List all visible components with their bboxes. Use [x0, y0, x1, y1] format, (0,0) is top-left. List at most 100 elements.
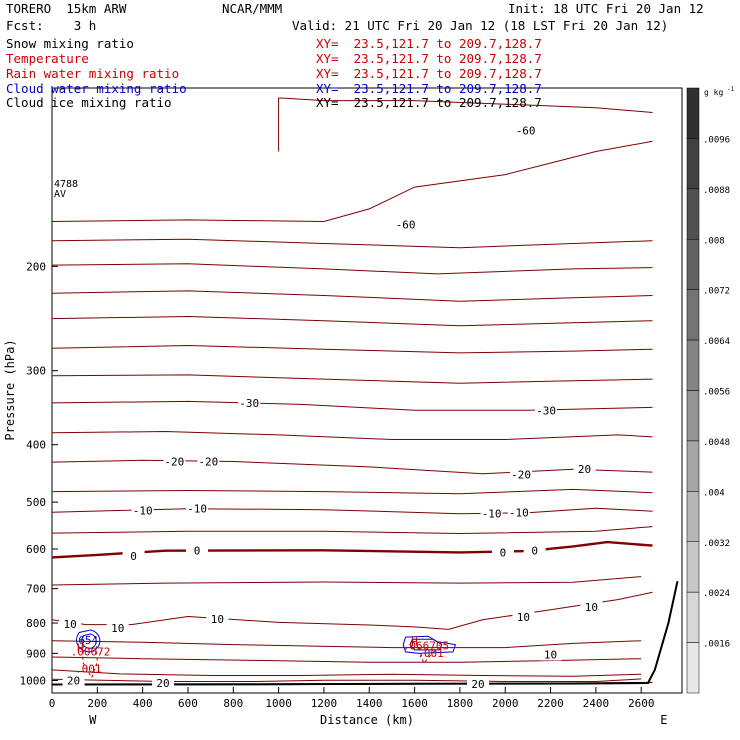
- y-tick-label-7: 900: [26, 647, 46, 660]
- temperature-contour-14: [51, 374, 653, 384]
- y-tick-label-6: 800: [26, 617, 46, 630]
- colorbar-label-8: .0032: [703, 539, 730, 549]
- x-tick-label-11: 2200: [537, 697, 564, 710]
- temperature-label-14: 0: [500, 546, 507, 559]
- colorbar-cell-10: [686, 591, 700, 643]
- temperature-label-bg-15: [523, 544, 546, 557]
- temperature-contour-11: [51, 459, 653, 475]
- x-end-label-east: E: [660, 713, 667, 727]
- field-xy-snow: XY= 23.5,121.7 to 209.7,128.7: [316, 36, 542, 51]
- field-xy-temperature: XY= 23.5,121.7 to 209.7,128.7: [316, 51, 542, 66]
- temperature-label-bg-14: [491, 546, 514, 559]
- temperature-label-0: -60: [516, 125, 536, 138]
- temperature-label-9: -10: [187, 503, 207, 516]
- field-name-rain: Rain water mixing ratio: [6, 66, 180, 81]
- temperature-label-21: 10: [544, 648, 557, 661]
- temperature-label-bg-9: [186, 502, 209, 515]
- x-tick-label-4: 800: [223, 697, 243, 710]
- valid-time: Valid: 21 UTC Fri 20 Jan 12 (18 LST Fri …: [292, 18, 669, 33]
- temperature-label-11: -10: [509, 507, 529, 520]
- temperature-label-bg-21: [539, 648, 562, 661]
- temperature-label-18: 10: [211, 613, 224, 626]
- field-name-temperature: Temperature: [6, 51, 89, 66]
- colorbar-label-2: .008: [703, 236, 725, 246]
- field-name-cloud-water: Cloud water mixing ratio: [6, 81, 187, 96]
- cloud-label-3: .001: [75, 663, 102, 676]
- temperature-contour-17: [51, 290, 653, 302]
- temperature-label-bg-1: [394, 218, 417, 231]
- temperature-contour-6: [51, 576, 642, 586]
- cloud-water-contour-west: [76, 629, 101, 653]
- cloud-label-6: .001: [417, 647, 444, 660]
- colorbar-label-0: .0096: [703, 135, 730, 145]
- temperature-label-bg-16: [59, 617, 82, 630]
- temperature-contour-16: [51, 315, 653, 327]
- cloud-label-4: H: [411, 636, 418, 649]
- y-tick-label-8: 1000: [20, 674, 47, 687]
- cloud-water-contour-west-inner: [81, 633, 97, 649]
- temperature-label-bg-3: [535, 404, 558, 417]
- field-xy-cloud-water: XY= 23.5,121.7 to 209.7,128.7: [316, 81, 542, 96]
- temperature-label-bg-2: [238, 396, 261, 409]
- x-tick-label-5: 1000: [265, 697, 292, 710]
- field-xy-rain: XY= 23.5,121.7 to 209.7,128.7: [316, 66, 542, 81]
- y-axis-title: Pressure (hPa): [3, 339, 17, 440]
- temperature-label-bg-18: [206, 612, 229, 625]
- temperature-label-3: -30: [536, 404, 556, 417]
- temperature-label-19: 10: [517, 611, 530, 624]
- cloud-label-5: .066705: [403, 640, 449, 653]
- cloud-label-1: H: [77, 641, 84, 654]
- temperature-contour-20: [51, 140, 653, 223]
- colorbar-label-4: .0064: [703, 337, 730, 347]
- temperature-contour-10: [51, 488, 653, 495]
- colorbar-cell-3: [686, 239, 700, 290]
- colorbar-cell-8: [686, 491, 700, 543]
- temperature-label-bg-12: [122, 550, 145, 563]
- org-label: NCAR/MMM: [222, 1, 283, 16]
- temperature-label-2: -30: [239, 397, 259, 410]
- y-tick-label-1: 300: [26, 365, 46, 378]
- cloud-label-2: .00072: [71, 646, 111, 659]
- temperature-label-5: -20: [198, 455, 218, 468]
- y-tick-label-4: 600: [26, 543, 46, 556]
- temperature-contour-21: [278, 97, 653, 152]
- temperature-label-23: 20: [156, 677, 169, 690]
- temperature-label-10: -10: [482, 508, 502, 521]
- colorbar-cell-1: [686, 138, 700, 190]
- colorbar-cell-6: [686, 390, 700, 442]
- x-tick-label-0: 0: [49, 697, 56, 710]
- temperature-contour-9: [51, 507, 653, 515]
- field-xy-cloud-ice: XY= 23.5,121.7 to 209.7,128.7: [316, 95, 542, 110]
- temperature-contour-15: [51, 344, 653, 354]
- colorbar-cell-2: [686, 188, 700, 240]
- temperature-label-bg-22: [62, 674, 85, 687]
- temperature-label-12: 0: [130, 550, 137, 563]
- temperature-contour-12: [51, 430, 653, 440]
- colorbar-label-10: .0016: [703, 640, 730, 650]
- cloud-water-contour-east-inner: [409, 638, 443, 651]
- field-name-snow: Snow mixing ratio: [6, 36, 134, 51]
- cloud-water-contour-east: [402, 635, 457, 654]
- x-end-label-west: W: [89, 713, 97, 727]
- temperature-label-7: 20: [578, 463, 591, 476]
- colorbar-unit: g kg: [704, 88, 723, 97]
- temperature-contour-3: [51, 656, 642, 663]
- colorbar-label-1: .0088: [703, 186, 730, 196]
- temperature-label-bg-19: [512, 610, 535, 623]
- colorbar-cell-7: [686, 440, 700, 492]
- x-tick-label-1: 200: [87, 697, 107, 710]
- temperature-label-bg-7: [573, 463, 596, 476]
- temperature-contour-7: [51, 540, 653, 559]
- temperature-label-17: 10: [111, 622, 124, 635]
- temperature-contour-2: [51, 669, 642, 677]
- temperature-label-bg-17: [106, 622, 129, 635]
- y-tick-label-2: 400: [26, 439, 46, 452]
- temperature-label-16: 10: [64, 618, 77, 631]
- forecast-hour: Fcst: 3 h: [6, 18, 97, 33]
- temperature-label-13: 0: [194, 545, 201, 558]
- field-name-cloud-ice: Cloud ice mixing ratio: [6, 95, 172, 110]
- temperature-contour-13: [51, 400, 653, 411]
- temperature-label-22: 20: [67, 674, 80, 687]
- temperature-label-8: -10: [133, 505, 153, 518]
